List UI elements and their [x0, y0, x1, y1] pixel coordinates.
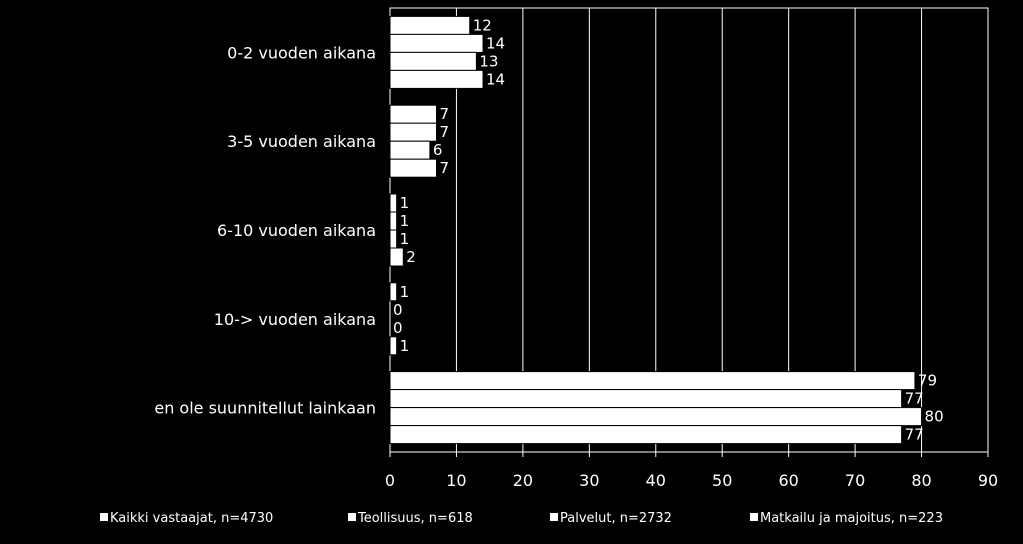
- data-label: 6: [433, 141, 443, 159]
- bar: [389, 33, 484, 53]
- legend-swatch: [550, 513, 558, 521]
- bar: [389, 336, 398, 356]
- x-tick-label: 30: [579, 471, 599, 490]
- legend-label: Teollisuus, n=618: [357, 511, 473, 526]
- data-label: 77: [905, 426, 924, 444]
- data-label: 1: [400, 283, 410, 301]
- x-axis: 0 10 20 30 40 50 60 70 80 90: [385, 452, 998, 490]
- data-label: 79: [918, 372, 937, 390]
- x-tick-label: 80: [911, 471, 931, 490]
- bar: [389, 389, 903, 409]
- data-label: 1: [400, 194, 410, 212]
- category-label: 10-> vuoden aikana: [214, 310, 376, 329]
- legend-label: Matkailu ja majoitus, n=223: [760, 511, 943, 526]
- legend-swatch: [750, 513, 758, 521]
- data-label: 7: [440, 159, 450, 177]
- bar: [389, 51, 477, 71]
- legend-swatch: [100, 513, 108, 521]
- legend-swatch: [348, 513, 356, 521]
- x-tick-label: 40: [646, 471, 666, 490]
- bar: [389, 211, 398, 231]
- data-label: 14: [486, 70, 505, 88]
- bar: [389, 425, 903, 445]
- bar: [389, 229, 398, 249]
- x-tick-label: 60: [778, 471, 798, 490]
- bars: [389, 15, 923, 445]
- data-label: 0: [393, 301, 403, 319]
- data-label: 7: [440, 105, 450, 123]
- bar: [389, 407, 923, 427]
- bar: [389, 247, 404, 267]
- legend: Kaikki vastaajat, n=4730 Teollisuus, n=61…: [100, 511, 943, 526]
- bar: [389, 140, 431, 160]
- data-label: 1: [400, 212, 410, 230]
- x-tick-label: 70: [845, 471, 865, 490]
- data-label: 80: [925, 408, 944, 426]
- data-label: 1: [400, 230, 410, 248]
- legend-label: Palvelut, n=2732: [560, 511, 672, 526]
- x-tick-label: 90: [978, 471, 998, 490]
- bar: [389, 371, 916, 391]
- category-labels: 0-2 vuoden aikana 3-5 vuoden aikana 6-10 v…: [154, 43, 376, 417]
- category-label: 3-5 vuoden aikana: [227, 132, 376, 151]
- bar: [389, 193, 398, 213]
- bar: [389, 69, 484, 89]
- x-tick-label: 10: [446, 471, 466, 490]
- data-label: 13: [479, 52, 498, 70]
- data-label: 7: [440, 123, 450, 141]
- category-label: 6-10 vuoden aikana: [217, 221, 376, 240]
- bar: [389, 15, 471, 35]
- bar: [389, 104, 438, 124]
- data-label: 2: [406, 248, 416, 266]
- category-label: 0-2 vuoden aikana: [227, 43, 376, 62]
- legend-label: Kaikki vastaajat, n=4730: [110, 511, 273, 526]
- data-label: 1: [400, 337, 410, 355]
- data-label: 0: [393, 319, 403, 337]
- data-label: 12: [473, 16, 492, 34]
- x-tick-label: 50: [712, 471, 732, 490]
- bar: [389, 122, 438, 142]
- x-tick-label: 0: [385, 471, 395, 490]
- x-tick-label: 20: [513, 471, 533, 490]
- bar: [389, 158, 438, 178]
- bar: [389, 282, 398, 302]
- data-label: 14: [486, 34, 505, 52]
- category-label: en ole suunnitellut lainkaan: [154, 399, 376, 418]
- data-label: 77: [905, 390, 924, 408]
